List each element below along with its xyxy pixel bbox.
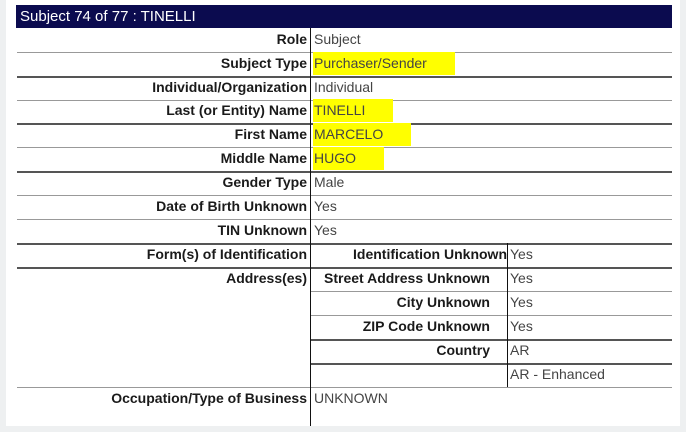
field-value: HUGO — [313, 147, 384, 170]
field-value: Yes — [314, 222, 337, 238]
field-label: Form(s) of Identification — [146, 246, 307, 262]
field-value: TINELLI — [313, 99, 394, 122]
field-label: Last (or Entity) Name — [166, 102, 307, 118]
field-row-last-or-entity-name: Last (or Entity) Name TINELLI — [17, 99, 672, 125]
field-value: Individual — [314, 79, 374, 95]
address-field-row: AR - Enhanced — [310, 363, 672, 388]
sub-field-value: Yes — [510, 318, 533, 334]
field-row-role: Role Subject — [17, 28, 672, 53]
sub-field-label: Street Address Unknown — [324, 270, 490, 286]
field-value: Purchaser/Sender — [313, 52, 455, 75]
address-field-row: Country AR — [310, 339, 672, 365]
field-label: Occupation/Type of Business — [111, 390, 307, 406]
field-value: MARCELO — [313, 123, 412, 146]
field-value: Yes — [314, 198, 337, 214]
subject-header: Subject 74 of 77 : TINELLI — [16, 5, 672, 28]
field-row-middle-name: Middle Name HUGO — [17, 147, 672, 173]
field-value: Male — [314, 174, 345, 190]
field-label: Gender Type — [222, 174, 307, 190]
sub-field-value: AR - Enhanced — [510, 366, 605, 382]
address-row: Address(es) — [17, 267, 310, 388]
sub-field-label: ZIP Code Unknown — [362, 318, 490, 334]
field-label: Middle Name — [220, 150, 307, 166]
field-row-subject-type: Subject Type Purchaser/Sender — [17, 52, 672, 78]
sub-field-value: Yes — [510, 294, 533, 310]
sub-field-label: Country — [436, 342, 490, 358]
field-label: Date of Birth Unknown — [156, 198, 307, 214]
field-row-occupation: Occupation/Type of Business UNKNOWN — [17, 387, 672, 411]
sub-field-label: Identification Unknown — [353, 246, 507, 262]
field-label: Subject Type — [220, 55, 307, 71]
sub-field-value: Yes — [510, 270, 533, 286]
field-row-gender-type: Gender Type Male — [17, 171, 672, 196]
address-field-row: ZIP Code Unknown Yes — [310, 315, 672, 341]
field-value: UNKNOWN — [314, 390, 388, 406]
field-label: First Name — [234, 126, 307, 142]
sub-column-divider — [507, 243, 508, 387]
field-row-first-name: First Name MARCELO — [17, 123, 672, 148]
field-row-individual-organization: Individual/Organization Individual — [17, 76, 672, 101]
field-label: TIN Unknown — [217, 222, 307, 238]
field-value: Subject — [314, 31, 361, 47]
address-field-row: Street Address Unknown Yes — [310, 267, 672, 292]
field-row-date-of-birth-unknown: Date of Birth Unknown Yes — [17, 195, 672, 220]
address-field-row: City Unknown Yes — [310, 291, 672, 316]
field-label: Individual/Organization — [152, 79, 307, 95]
field-row-tin-unknown: TIN Unknown Yes — [17, 219, 672, 245]
field-label: Role — [276, 31, 307, 47]
field-row-identification: Form(s) of Identification Identification … — [17, 243, 672, 269]
sub-field-label: City Unknown — [396, 294, 490, 310]
field-label: Address(es) — [226, 270, 307, 286]
sub-field-value: Yes — [510, 246, 533, 262]
column-divider — [310, 28, 311, 426]
sub-field-value: AR — [510, 342, 530, 358]
